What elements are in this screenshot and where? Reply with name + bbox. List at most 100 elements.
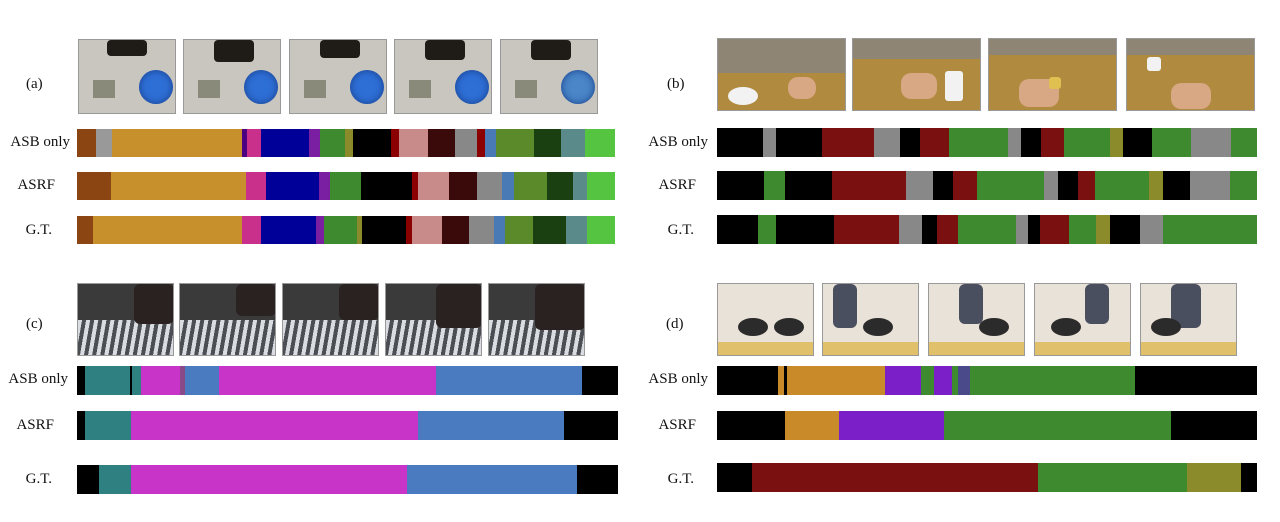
action-segment	[563, 411, 618, 440]
action-segment	[933, 366, 952, 395]
action-segment	[1040, 128, 1064, 157]
action-segment	[260, 216, 316, 244]
action-segment	[1038, 463, 1187, 492]
video-frame-thumbnail	[717, 283, 814, 356]
action-segment	[502, 172, 514, 200]
action-segment	[406, 465, 578, 494]
action-segment	[1170, 411, 1257, 440]
action-segment	[428, 129, 456, 157]
action-segment	[970, 366, 1135, 395]
action-segment	[476, 172, 503, 200]
row-label-asrf: ASRF	[658, 417, 696, 433]
action-segment	[717, 128, 763, 157]
action-segment	[585, 129, 615, 157]
action-segment	[309, 129, 321, 157]
action-segment	[533, 129, 561, 157]
action-segment	[77, 172, 111, 200]
panel-d: (d) ASB only ASRF G.T.	[640, 261, 1280, 522]
action-segment	[717, 171, 765, 200]
action-segment	[1028, 215, 1040, 244]
action-segment	[513, 172, 548, 200]
video-frame-thumbnail	[988, 38, 1117, 111]
action-segment	[752, 463, 1039, 492]
action-segment	[587, 216, 615, 244]
action-segment	[455, 129, 478, 157]
action-segment	[951, 366, 958, 395]
action-segment	[821, 128, 875, 157]
action-segment	[1139, 215, 1163, 244]
action-segment	[131, 465, 407, 494]
row-label-asb-only: ASB only	[8, 371, 68, 387]
row-label-asb-only: ASB only	[10, 134, 70, 150]
action-segment	[361, 172, 413, 200]
action-segment	[547, 172, 573, 200]
action-segment	[717, 463, 753, 492]
row-label-asb-only: ASB only	[648, 371, 708, 387]
action-segment	[412, 172, 418, 200]
action-segment	[784, 366, 788, 395]
action-segment	[265, 172, 320, 200]
video-frame-thumbnail	[282, 283, 379, 356]
action-segment	[577, 465, 618, 494]
action-segment	[406, 216, 412, 244]
action-segment	[85, 366, 131, 395]
video-frame-thumbnail	[1140, 283, 1237, 356]
action-segment	[532, 216, 566, 244]
action-segment	[85, 411, 132, 440]
action-segment	[1069, 215, 1096, 244]
segmentation-bar-asb-only	[717, 128, 1257, 157]
action-segment	[1189, 171, 1230, 200]
action-segment	[1134, 366, 1257, 395]
panel-a: (a) ASB only ASRF G.T.	[0, 0, 640, 261]
action-segment	[1021, 128, 1041, 157]
action-segment	[838, 411, 944, 440]
action-segment	[581, 366, 618, 395]
action-segment	[775, 128, 822, 157]
action-segment	[1078, 171, 1095, 200]
panel-label: (c)	[26, 316, 43, 332]
action-segment	[586, 172, 615, 200]
action-segment	[949, 128, 1009, 157]
action-segment	[560, 129, 586, 157]
action-segment	[95, 129, 113, 157]
action-segment	[1095, 215, 1111, 244]
action-segment	[112, 129, 242, 157]
action-segment	[505, 216, 533, 244]
action-segment	[565, 216, 588, 244]
action-segment	[93, 216, 242, 244]
action-segment	[1109, 128, 1123, 157]
video-frame-thumbnail	[289, 39, 387, 114]
action-segment	[1186, 463, 1241, 492]
action-segment	[1149, 171, 1163, 200]
action-segment	[417, 172, 449, 200]
video-frame-thumbnail	[78, 39, 176, 114]
panel-label: (b)	[667, 76, 685, 92]
action-segment	[485, 129, 496, 157]
action-segment	[246, 172, 266, 200]
action-segment	[922, 215, 938, 244]
video-frame-thumbnail	[1034, 283, 1131, 356]
row-label-asrf: ASRF	[16, 417, 54, 433]
action-segment	[319, 172, 331, 200]
action-segment	[900, 128, 920, 157]
panel-b: (b) ASB only ASRF G.T.	[640, 0, 1280, 261]
action-segment	[976, 171, 1045, 200]
row-label-gt: G.T.	[667, 471, 694, 487]
action-segment	[344, 129, 353, 157]
segmentation-bar-ground-truth	[77, 216, 615, 244]
segmentation-bar-asrf	[717, 171, 1257, 200]
video-frame-thumbnail	[385, 283, 482, 356]
segmentation-bar-asb-only	[77, 366, 618, 395]
action-segment	[1162, 215, 1257, 244]
action-segment	[362, 216, 407, 244]
action-segment	[494, 216, 506, 244]
action-segment	[953, 171, 977, 200]
action-segment	[1008, 128, 1022, 157]
action-segment	[1191, 128, 1231, 157]
action-segment	[933, 171, 954, 200]
action-segment	[762, 128, 776, 157]
action-segment	[98, 465, 132, 494]
action-segment	[1110, 215, 1140, 244]
action-segment	[448, 172, 477, 200]
row-label-gt: G.T.	[25, 222, 52, 238]
